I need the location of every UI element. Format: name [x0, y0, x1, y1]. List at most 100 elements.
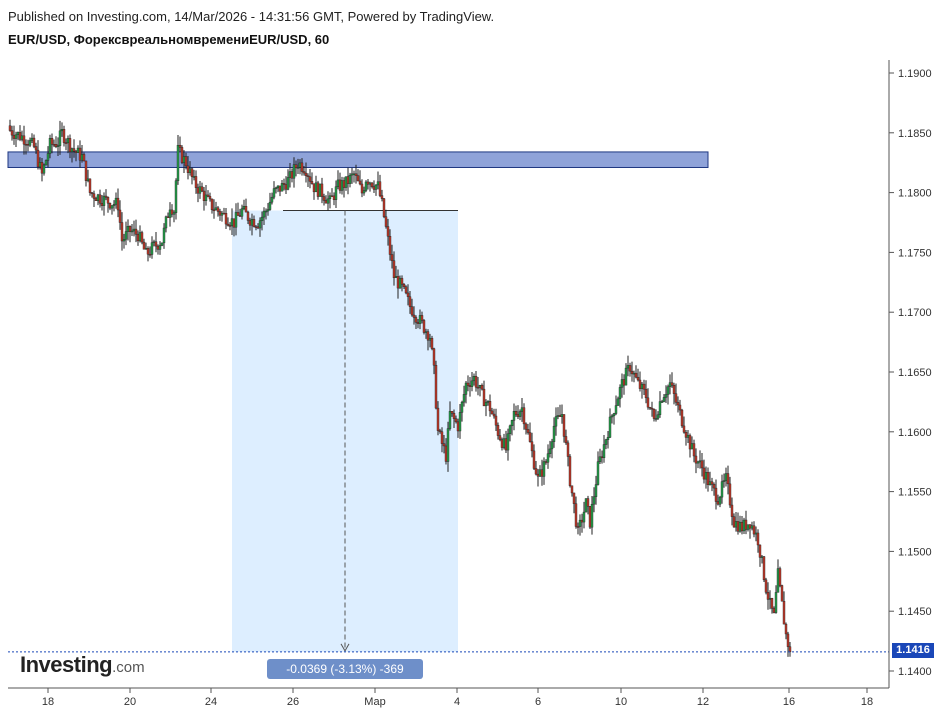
candle-body [632, 372, 636, 375]
candle [318, 183, 322, 197]
candles [8, 119, 792, 657]
candle-body [686, 435, 690, 438]
candle [174, 178, 178, 220]
candle [172, 210, 176, 223]
candle-body [380, 195, 384, 199]
candle-body [288, 171, 292, 178]
candle [110, 205, 114, 215]
candle-body [180, 147, 184, 163]
candle-body [350, 173, 354, 176]
candle [784, 622, 788, 640]
candle [206, 190, 210, 198]
candle-body [92, 193, 96, 199]
candle-body [580, 519, 584, 523]
candle [390, 244, 394, 269]
zone-rect [7, 151, 709, 168]
candle-body [88, 178, 92, 193]
candle-body [618, 387, 622, 400]
candle [764, 577, 768, 595]
candle-body [304, 172, 308, 177]
candle [370, 182, 374, 189]
candle-body [76, 147, 80, 153]
candle-body [780, 585, 784, 602]
candle-body [676, 402, 680, 406]
candle [180, 145, 184, 165]
candle [756, 529, 760, 553]
candle-body [550, 441, 554, 450]
candle-body [490, 410, 494, 415]
candle [642, 379, 646, 395]
candle [252, 215, 256, 228]
candle-body [188, 168, 192, 173]
candle-body [80, 154, 84, 161]
candle-body [658, 401, 662, 415]
candle-body [366, 181, 370, 185]
candle-body [690, 443, 694, 450]
candle-body [126, 226, 130, 232]
price-tick-label: 1.1550 [898, 487, 932, 499]
candle-body [714, 487, 718, 502]
candle [244, 198, 248, 213]
candle [140, 230, 144, 245]
candle-body [758, 544, 762, 558]
candle-body [602, 444, 606, 459]
candle-body [306, 175, 310, 178]
candle-body [140, 232, 144, 243]
candle-body [764, 579, 768, 593]
candle-body [208, 196, 212, 200]
candle-body [724, 473, 728, 481]
candle [470, 371, 474, 392]
candle-body [128, 226, 132, 232]
candle-body [718, 496, 722, 505]
candle-body [254, 226, 258, 228]
candle-body [116, 197, 120, 211]
candle [426, 329, 430, 351]
candle-body [504, 438, 508, 451]
candle-body [530, 441, 534, 452]
candle-body [650, 407, 654, 410]
published-note: Published on Investing.com, 14/Mar/2026 … [8, 9, 495, 24]
candle-body [120, 222, 124, 242]
candle-body [656, 414, 660, 419]
candle-body [210, 198, 214, 211]
candle-body [390, 254, 394, 261]
candle-body [592, 496, 596, 505]
candle [676, 396, 680, 413]
candle-body [24, 143, 28, 146]
candle-body [136, 234, 140, 242]
price-tick-label: 1.1700 [898, 307, 932, 319]
candle-body [642, 383, 646, 390]
candle-body [492, 413, 496, 417]
candle-body [634, 372, 638, 378]
candle-body [664, 394, 668, 398]
candle-body [190, 168, 194, 177]
candle [488, 394, 492, 417]
candle-body [742, 519, 746, 532]
candle [766, 582, 770, 610]
candle [382, 197, 386, 219]
candle-body [192, 176, 196, 178]
candle-body [172, 212, 176, 215]
candle [50, 133, 54, 154]
candle [484, 399, 488, 417]
candle-body [12, 134, 16, 139]
candle [122, 233, 126, 249]
candle [606, 431, 610, 449]
candle-body [48, 138, 52, 154]
candle [518, 409, 522, 421]
candle-body [230, 218, 234, 226]
candle [208, 192, 212, 202]
candle-body [310, 181, 314, 184]
candle-body [348, 174, 352, 184]
time-tick-label: 20 [124, 696, 136, 708]
candle-body [336, 179, 340, 187]
candle-body [778, 568, 782, 586]
candle [672, 382, 676, 405]
candle-body [102, 195, 106, 206]
candle-body [476, 386, 480, 389]
candle-body [510, 420, 514, 427]
measure-range [232, 210, 458, 652]
candle [90, 191, 94, 198]
candle [522, 403, 526, 430]
